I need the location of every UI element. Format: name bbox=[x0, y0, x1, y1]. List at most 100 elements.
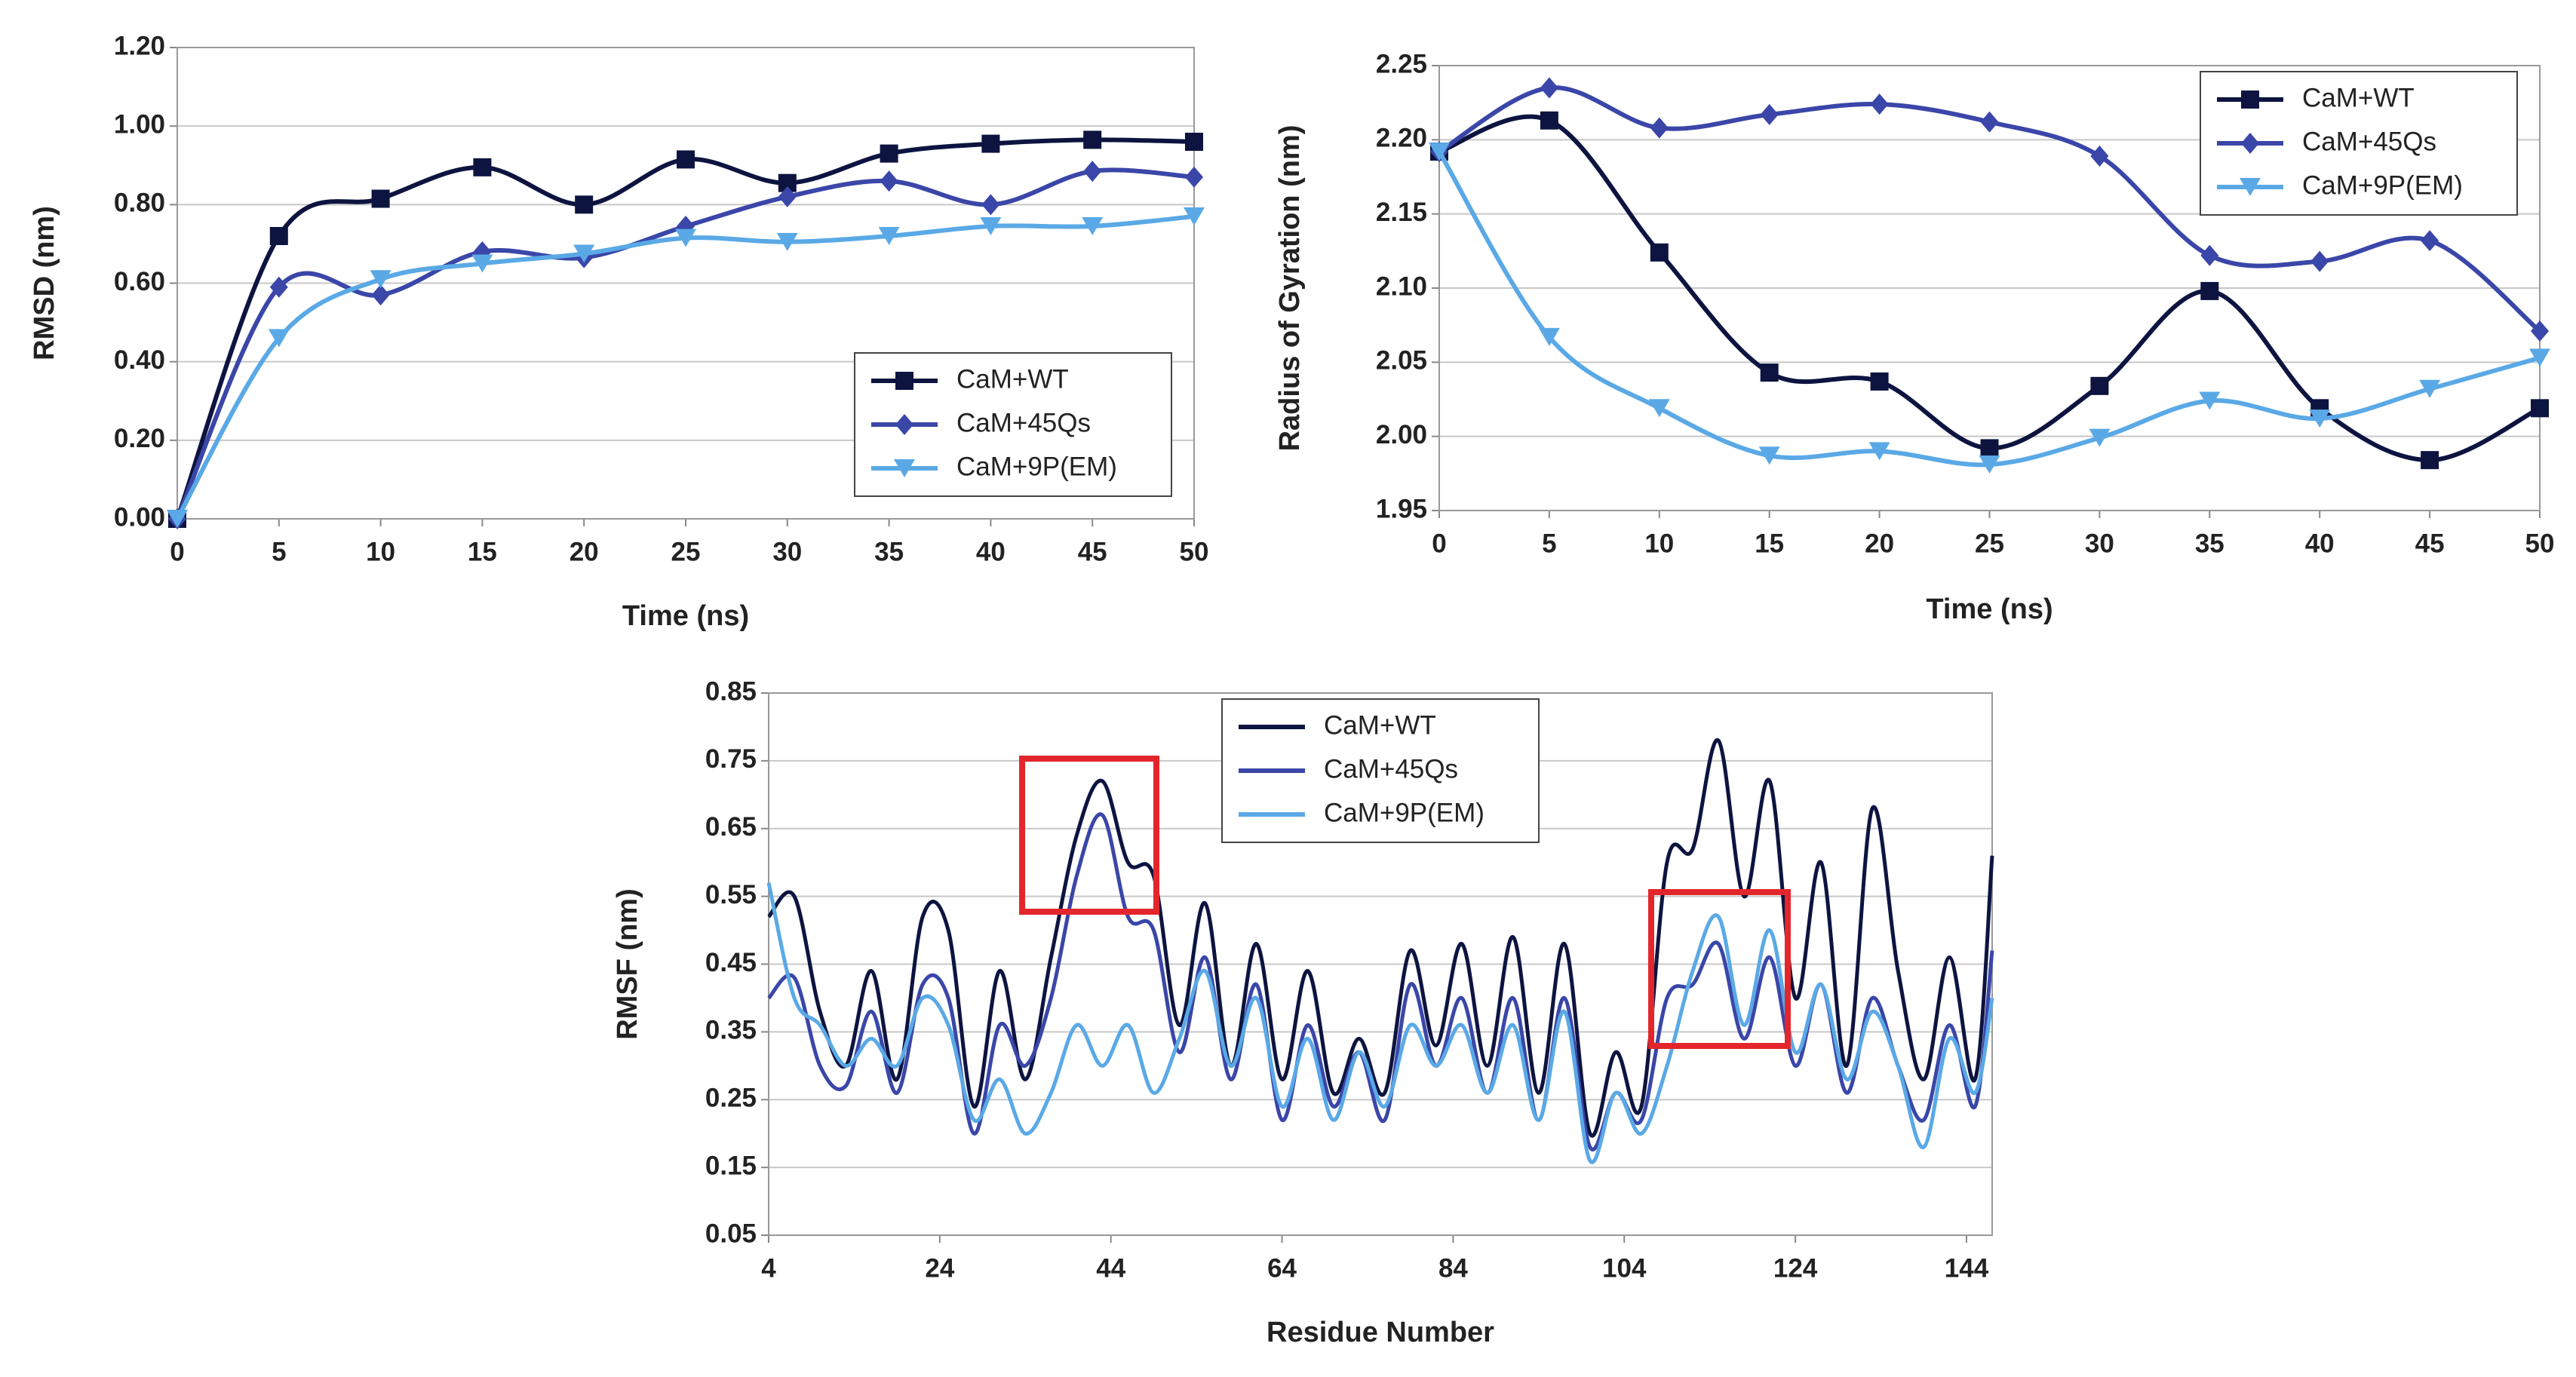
x-tick-label: 40 bbox=[2305, 529, 2335, 558]
marker bbox=[371, 284, 390, 306]
series-line bbox=[175, 167, 1195, 520]
y-tick-label: 0.35 bbox=[705, 1016, 757, 1045]
legend-label: CaM+9P(EM) bbox=[956, 452, 1117, 481]
x-tick-label: 44 bbox=[1096, 1253, 1125, 1283]
x-tick-label: 20 bbox=[1865, 529, 1894, 558]
y-tick-label: 0.80 bbox=[114, 189, 165, 218]
x-tick-label: 35 bbox=[2195, 529, 2224, 558]
marker bbox=[2419, 379, 2441, 398]
y-axis-label: RMSF (nm) bbox=[612, 888, 643, 1040]
x-tick-label: 64 bbox=[1267, 1253, 1297, 1283]
marker bbox=[1538, 327, 1560, 346]
y-tick-label: 0.20 bbox=[114, 424, 165, 453]
y-tick-label: 0.45 bbox=[705, 948, 757, 977]
marker bbox=[1650, 117, 1669, 139]
foreground-layer: 0.00 0.20 0.40 0.60 0.80 1.00 1.20 0 5 10 15 20 25 30… bbox=[29, 31, 2554, 1348]
y-tick-label: 0.75 bbox=[705, 744, 757, 774]
marker bbox=[1083, 130, 1102, 149]
x-axis-label: Time (ns) bbox=[622, 600, 749, 632]
x-axis-label: Time (ns) bbox=[1926, 593, 2053, 625]
legend-label: CaM+9P(EM) bbox=[2302, 170, 2463, 200]
y-tick-label: 0.25 bbox=[705, 1084, 757, 1113]
highlight-box bbox=[1648, 889, 1791, 1049]
marker bbox=[471, 254, 493, 273]
x-tick-label: 124 bbox=[1773, 1253, 1818, 1283]
marker bbox=[895, 372, 913, 390]
legend-label: CaM+45Qs bbox=[1324, 754, 1458, 784]
series-line bbox=[175, 213, 1195, 520]
marker bbox=[895, 414, 913, 435]
marker bbox=[880, 144, 898, 163]
marker bbox=[371, 189, 390, 208]
marker bbox=[473, 158, 492, 176]
legend-label: CaM+9P(EM) bbox=[1324, 798, 1485, 827]
marker bbox=[1760, 103, 1779, 125]
marker bbox=[980, 216, 1002, 235]
marker bbox=[1540, 111, 1558, 130]
legend-label: CaM+WT bbox=[2302, 83, 2415, 112]
x-tick-label: 25 bbox=[671, 537, 701, 566]
y-tick-label: 2.25 bbox=[1376, 49, 1427, 78]
marker bbox=[1540, 77, 1558, 99]
marker bbox=[880, 170, 898, 192]
x-tick-label: 5 bbox=[1542, 529, 1556, 558]
marker bbox=[2531, 320, 2549, 342]
x-tick-label: 45 bbox=[2415, 529, 2445, 558]
plot-frame bbox=[1438, 65, 2541, 511]
x-tick-label: 50 bbox=[1180, 537, 1209, 566]
marker bbox=[1870, 372, 1889, 391]
x-tick-label: 15 bbox=[468, 537, 497, 566]
x-tick-label: 5 bbox=[272, 537, 286, 566]
series-line bbox=[1437, 150, 2541, 468]
background-layer bbox=[170, 47, 2541, 1243]
x-tick-label: 45 bbox=[1078, 537, 1107, 566]
x-tick-label: 104 bbox=[1602, 1253, 1647, 1283]
x-tick-label: 20 bbox=[570, 537, 599, 566]
x-tick-label: 25 bbox=[1975, 529, 2004, 558]
y-tick-label: 2.10 bbox=[1376, 271, 1427, 301]
series-line bbox=[767, 738, 1994, 1138]
x-tick-label: 0 bbox=[1432, 529, 1446, 558]
marker bbox=[1868, 442, 1890, 461]
marker bbox=[2199, 391, 2221, 410]
x-tick-label: 30 bbox=[2085, 529, 2114, 558]
marker bbox=[675, 228, 696, 247]
marker bbox=[878, 227, 900, 245]
marker bbox=[2241, 133, 2259, 154]
marker bbox=[778, 186, 797, 207]
y-tick-label: 2.05 bbox=[1376, 346, 1427, 376]
marker bbox=[2200, 244, 2219, 266]
marker bbox=[1650, 243, 1669, 262]
x-tick-label: 0 bbox=[170, 537, 184, 566]
marker bbox=[1082, 216, 1104, 235]
marker bbox=[1429, 143, 1450, 161]
marker bbox=[1758, 446, 1780, 465]
x-tick-label: 40 bbox=[976, 537, 1006, 566]
marker bbox=[573, 244, 595, 263]
marker bbox=[2421, 230, 2439, 252]
y-tick-label: 1.95 bbox=[1376, 494, 1427, 523]
y-tick-label: 1.20 bbox=[114, 31, 165, 60]
legend-label: CaM+45Qs bbox=[2302, 127, 2436, 156]
legend-label: CaM+WT bbox=[956, 364, 1069, 394]
marker bbox=[2090, 376, 2109, 395]
marker bbox=[1648, 399, 1670, 418]
marker bbox=[269, 227, 288, 245]
plot-frame bbox=[177, 47, 1195, 520]
marker bbox=[776, 232, 798, 251]
x-tick-label: 84 bbox=[1438, 1253, 1468, 1283]
marker bbox=[2309, 409, 2331, 428]
highlight-box bbox=[1019, 756, 1159, 915]
y-axis-label: Radius of Gyration (nm) bbox=[1274, 125, 1306, 452]
marker bbox=[1979, 455, 2000, 474]
x-tick-label: 4 bbox=[761, 1253, 776, 1283]
x-tick-label: 144 bbox=[1945, 1253, 1989, 1283]
marker bbox=[575, 195, 594, 214]
y-tick-label: 0.55 bbox=[705, 880, 757, 909]
legend-label: CaM+WT bbox=[1324, 710, 1436, 740]
marker bbox=[1980, 439, 1999, 458]
marker bbox=[1980, 111, 1999, 133]
marker bbox=[370, 270, 391, 289]
